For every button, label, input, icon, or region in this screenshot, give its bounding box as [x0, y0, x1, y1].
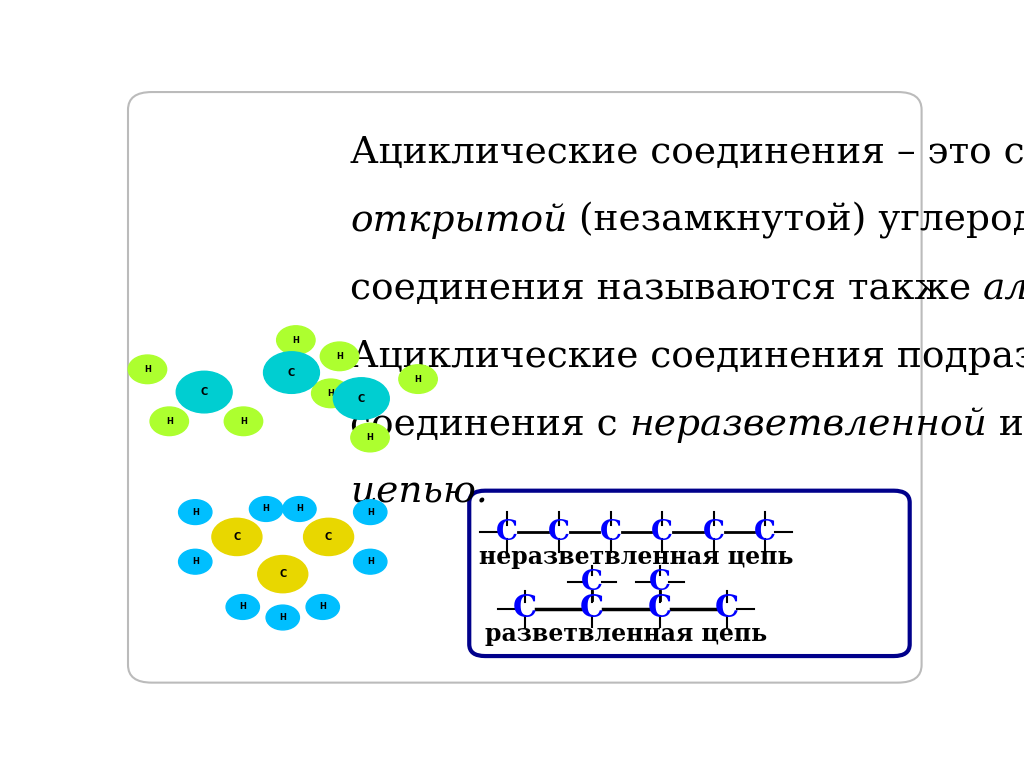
Text: C: C [513, 594, 537, 624]
Text: H: H [262, 505, 269, 513]
Text: C: C [233, 532, 241, 542]
Circle shape [226, 594, 259, 620]
Circle shape [178, 549, 212, 574]
Text: и: и [987, 407, 1024, 443]
Circle shape [306, 594, 339, 620]
Text: неразветвленная цепь: неразветвленная цепь [479, 545, 794, 569]
Text: C: C [201, 387, 208, 397]
Text: C: C [647, 594, 672, 624]
Text: C: C [548, 518, 570, 545]
Circle shape [303, 518, 353, 555]
Circle shape [334, 378, 389, 420]
Text: (незамкнутой) углеродной цепью. Эти: (незамкнутой) углеродной цепью. Эти [567, 202, 1024, 239]
Text: C: C [715, 594, 739, 624]
Text: H: H [191, 508, 199, 517]
Text: C: C [755, 518, 776, 545]
Text: H: H [367, 433, 374, 442]
Text: C: C [582, 568, 603, 596]
Text: Ациклические соединения подразделяют также на: Ациклические соединения подразделяют так… [350, 339, 1024, 374]
Text: соединения называются также: соединения называются также [350, 271, 983, 307]
Text: Ациклические соединения – это соединения с: Ациклические соединения – это соединения… [350, 135, 1024, 171]
Circle shape [212, 518, 262, 555]
Text: C: C [702, 518, 725, 545]
FancyBboxPatch shape [469, 491, 909, 656]
Text: открытой: открытой [350, 202, 567, 239]
Circle shape [263, 352, 319, 393]
Text: C: C [581, 594, 604, 624]
Text: C: C [325, 532, 332, 542]
Text: C: C [649, 568, 671, 596]
Circle shape [178, 499, 212, 525]
Text: H: H [328, 389, 334, 398]
Circle shape [353, 499, 387, 525]
Text: C: C [288, 367, 295, 377]
Circle shape [353, 549, 387, 574]
Text: соединения с: соединения с [350, 407, 630, 443]
Text: H: H [166, 416, 173, 426]
Circle shape [224, 407, 263, 436]
Circle shape [351, 423, 389, 452]
Text: H: H [240, 416, 247, 426]
Text: H: H [191, 557, 199, 566]
FancyBboxPatch shape [128, 92, 922, 683]
Circle shape [399, 365, 437, 393]
Text: H: H [336, 352, 343, 360]
Text: C: C [497, 518, 518, 545]
Text: C: C [651, 518, 673, 545]
Text: H: H [415, 374, 422, 384]
Text: H: H [367, 508, 374, 517]
Text: неразветвленной: неразветвленной [630, 407, 987, 443]
Circle shape [266, 605, 299, 630]
Text: разветвленная цепь: разветвленная цепь [484, 622, 767, 647]
Text: алифатическими.: алифатическими. [983, 271, 1024, 307]
Text: H: H [296, 505, 303, 513]
Circle shape [176, 371, 232, 413]
Text: H: H [144, 365, 151, 374]
Circle shape [128, 355, 167, 384]
Text: H: H [280, 613, 286, 622]
Circle shape [276, 326, 315, 354]
Circle shape [250, 496, 283, 522]
Text: C: C [357, 393, 365, 403]
Text: H: H [367, 557, 374, 566]
Text: H: H [293, 336, 299, 344]
Text: H: H [319, 602, 327, 611]
Circle shape [311, 379, 350, 407]
Circle shape [151, 407, 188, 436]
Text: C: C [599, 518, 622, 545]
Circle shape [283, 496, 316, 522]
Circle shape [321, 342, 358, 370]
Text: H: H [240, 602, 246, 611]
Text: C: C [280, 569, 287, 579]
Circle shape [258, 555, 308, 593]
Text: цепью.: цепью. [350, 475, 488, 511]
